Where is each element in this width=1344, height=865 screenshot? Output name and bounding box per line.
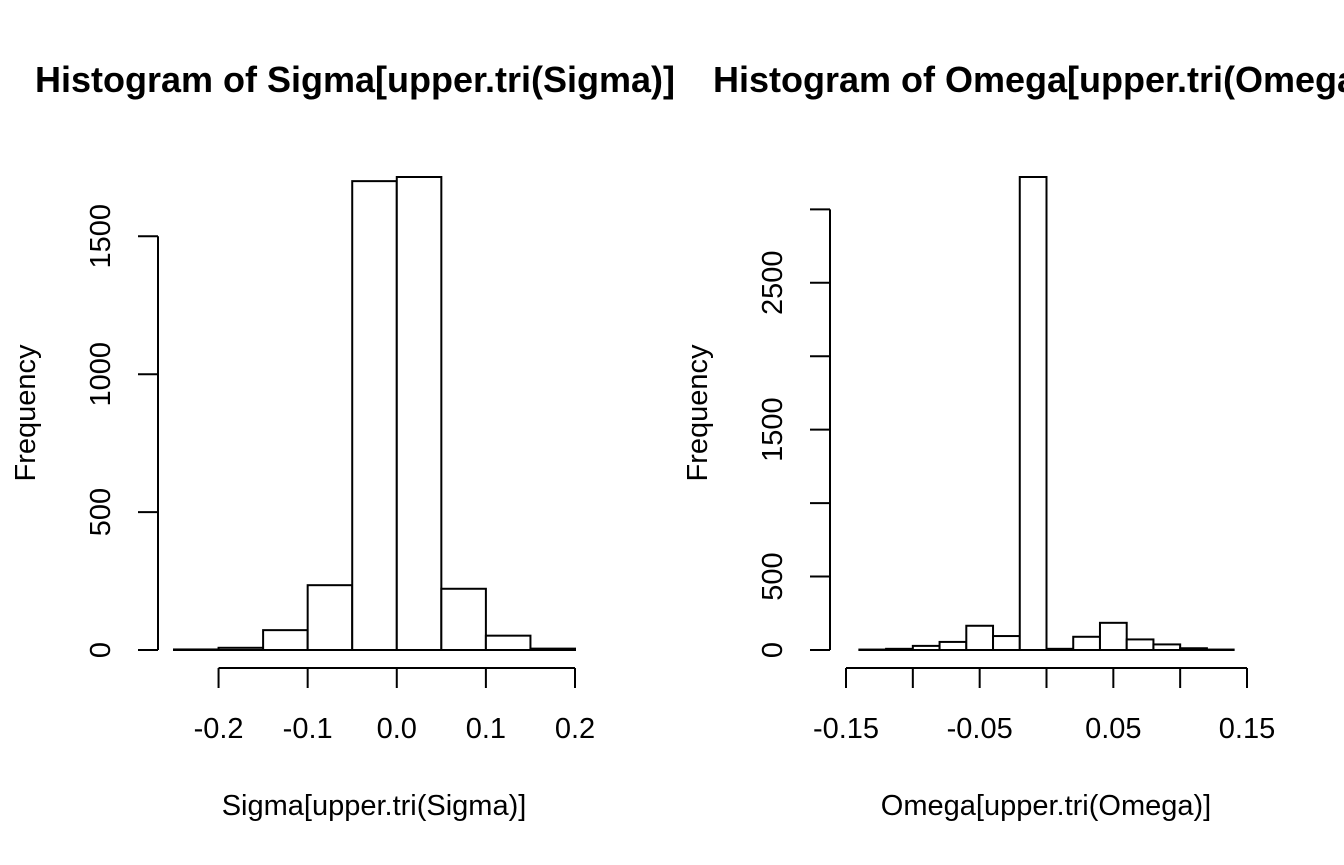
histogram-bar [306, 584, 354, 651]
x-tick-label: 0.05 [1085, 713, 1141, 745]
histogram-bar [1125, 638, 1155, 651]
y-tick-label: 0 [85, 642, 117, 658]
histogram-bar [1179, 647, 1208, 651]
y-axis-label: Frequency [682, 344, 714, 482]
y-tick-label: 500 [85, 488, 117, 536]
histogram-bar [484, 634, 532, 652]
histogram-bar [529, 647, 577, 651]
x-tick-label: 0.15 [1219, 713, 1275, 745]
histogram-bar [351, 180, 398, 651]
histogram-bar [440, 587, 487, 652]
y-tick-label: 1500 [85, 204, 117, 269]
y-tick-label: 0 [757, 642, 789, 658]
histogram-bar [1098, 621, 1128, 651]
histogram-bar [1045, 647, 1075, 651]
x-tick-label: 0.1 [466, 713, 506, 745]
x-tick-label: -0.15 [813, 713, 879, 745]
x-tick-label: -0.2 [194, 713, 244, 745]
y-tick-label: 1500 [757, 397, 789, 462]
histogram-bar [911, 644, 941, 652]
x-tick-label: -0.05 [947, 713, 1013, 745]
histogram-bar [1072, 635, 1101, 651]
histogram-bar [262, 629, 309, 651]
histogram-bar [173, 648, 220, 652]
x-axis-label: Sigma[upper.tri(Sigma)] [222, 790, 527, 822]
y-tick-label: 2500 [757, 251, 789, 316]
histogram-bar [217, 646, 265, 651]
y-tick-label: 500 [757, 552, 789, 600]
histogram-bar [992, 635, 1021, 652]
x-tick-label: 0.0 [377, 713, 417, 745]
histogram-bar [938, 640, 968, 652]
x-tick-label: 0.2 [555, 713, 595, 745]
chart-title: Histogram of Sigma[upper.tri(Sigma)] [35, 59, 675, 100]
histogram-panel-sigma: Histogram of Sigma[upper.tri(Sigma)] Sig… [10, 59, 675, 822]
histogram-bar [395, 176, 443, 651]
y-axis-label: Frequency [10, 344, 42, 482]
histogram-bar [1152, 643, 1182, 652]
histogram-bar [965, 624, 995, 652]
x-tick-label: -0.1 [283, 713, 333, 745]
histogram-bar [885, 647, 914, 651]
x-axis-label: Omega[upper.tri(Omega)] [881, 790, 1211, 822]
histogram-bar [1018, 176, 1048, 651]
chart-title: Histogram of Omega[upper.tri(Omega)] [713, 59, 1344, 100]
histogram-panel-omega: Histogram of Omega[upper.tri(Omega)] Ome… [682, 59, 1344, 822]
y-tick-label: 1000 [85, 342, 117, 407]
